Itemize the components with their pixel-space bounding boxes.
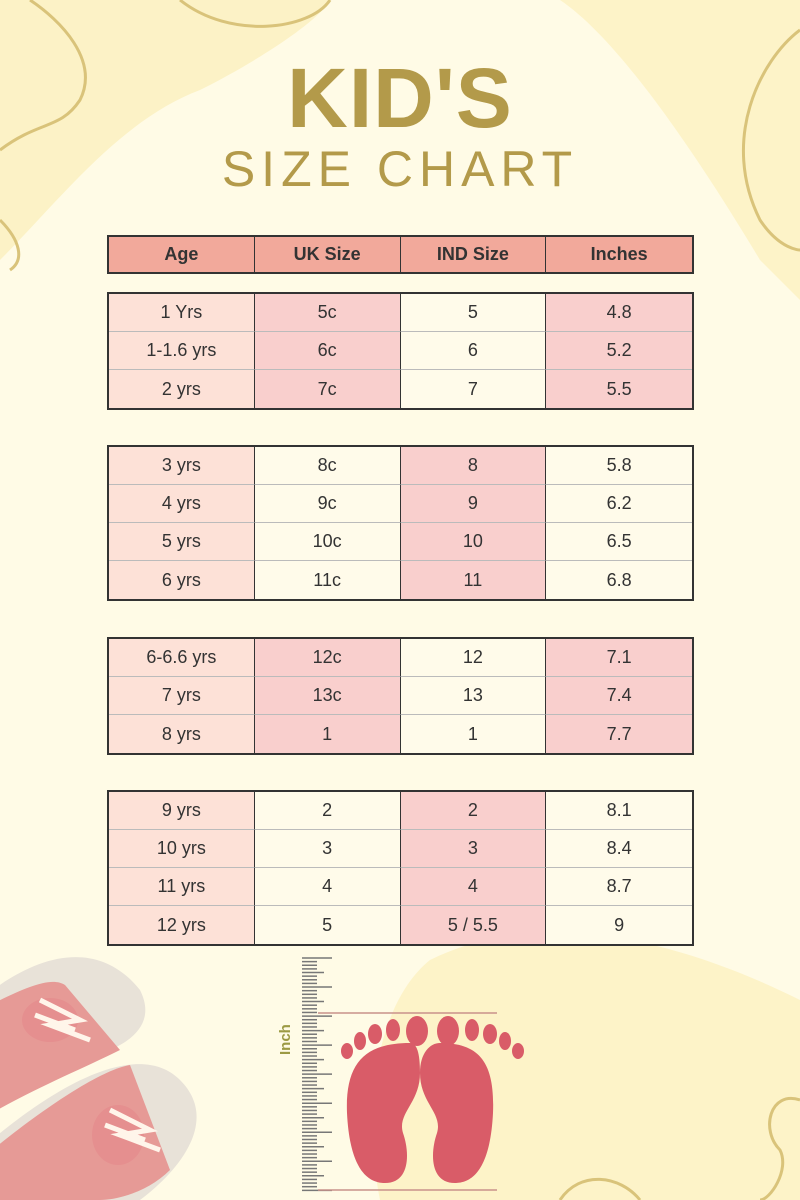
size-group: 9 yrs 2 2 8.1 10 yrs 3 3 8.4 11 yrs 4 4 8.7 12 yrs 5 5…	[107, 790, 694, 946]
cell-inches: 5.5	[546, 370, 692, 408]
cell-ind-size: 7	[400, 370, 547, 408]
cell-inches: 7.4	[546, 677, 692, 715]
cell-age: 3 yrs	[109, 447, 255, 485]
title-size-chart: SIZE CHART	[221, 141, 579, 197]
cell-uk-size: 5c	[254, 294, 401, 332]
cell-uk-size: 6c	[254, 332, 401, 370]
cell-uk-size: 2	[254, 792, 401, 830]
cell-uk-size: 3	[254, 830, 401, 868]
cell-inches: 4.8	[546, 294, 692, 332]
cell-ind-size: 6	[400, 332, 547, 370]
cell-uk-size: 8c	[254, 447, 401, 485]
table-header: Age UK Size IND Size Inches	[107, 235, 694, 274]
cell-inches: 5.2	[546, 332, 692, 370]
cell-ind-size: 5	[400, 294, 547, 332]
cell-ind-size: 8	[400, 447, 547, 485]
cell-ind-size: 5 / 5.5	[400, 906, 547, 944]
ruler-label: Inch	[277, 1024, 294, 1055]
header-uk-size: UK Size	[254, 237, 401, 272]
cell-uk-size: 10c	[254, 523, 401, 561]
cell-uk-size: 1	[254, 715, 401, 753]
cell-inches: 5.8	[546, 447, 692, 485]
cell-ind-size: 9	[400, 485, 547, 523]
cell-age: 12 yrs	[109, 906, 255, 944]
cell-age: 6-6.6 yrs	[109, 639, 255, 677]
cell-uk-size: 13c	[254, 677, 401, 715]
cell-age: 7 yrs	[109, 677, 255, 715]
cell-age: 1-1.6 yrs	[109, 332, 255, 370]
cell-age: 8 yrs	[109, 715, 255, 753]
cell-inches: 6.2	[546, 485, 692, 523]
cell-uk-size: 5	[254, 906, 401, 944]
cell-inches: 8.7	[546, 868, 692, 906]
cell-inches: 7.1	[546, 639, 692, 677]
cell-ind-size: 4	[400, 868, 547, 906]
cell-age: 11 yrs	[109, 868, 255, 906]
cell-age: 5 yrs	[109, 523, 255, 561]
cell-ind-size: 1	[400, 715, 547, 753]
header-ind-size: IND Size	[400, 237, 547, 272]
size-group: 3 yrs 8c 8 5.8 4 yrs 9c 9 6.2 5 yrs 10c 10 6.5 6 yrs…	[107, 445, 694, 601]
cell-uk-size: 7c	[254, 370, 401, 408]
cell-inches: 8.1	[546, 792, 692, 830]
header-age: Age	[109, 237, 255, 272]
cell-ind-size: 10	[400, 523, 547, 561]
size-group: 1 Yrs 5c 5 4.8 1-1.6 yrs 6c 6 5.2 2 yrs 7c 7 5.5	[107, 292, 694, 410]
size-group: 6-6.6 yrs 12c 12 7.1 7 yrs 13c 13 7.4 8 yrs 1 1 7.7	[107, 637, 694, 755]
cell-age: 4 yrs	[109, 485, 255, 523]
cell-inches: 8.4	[546, 830, 692, 868]
cell-ind-size: 2	[400, 792, 547, 830]
cell-age: 6 yrs	[109, 561, 255, 599]
cell-uk-size: 4	[254, 868, 401, 906]
cell-inches: 6.8	[546, 561, 692, 599]
cell-age: 2 yrs	[109, 370, 255, 408]
title-kids: KID'S	[287, 51, 513, 145]
cell-uk-size: 12c	[254, 639, 401, 677]
cell-inches: 7.7	[546, 715, 692, 753]
cell-ind-size: 12	[400, 639, 547, 677]
cell-uk-size: 9c	[254, 485, 401, 523]
cell-age: 10 yrs	[109, 830, 255, 868]
cell-age: 1 Yrs	[109, 294, 255, 332]
cell-ind-size: 3	[400, 830, 547, 868]
cell-inches: 6.5	[546, 523, 692, 561]
header-inches: Inches	[546, 237, 692, 272]
cell-inches: 9	[546, 906, 692, 944]
cell-ind-size: 11	[400, 561, 547, 599]
cell-ind-size: 13	[400, 677, 547, 715]
cell-age: 9 yrs	[109, 792, 255, 830]
cell-uk-size: 11c	[254, 561, 401, 599]
